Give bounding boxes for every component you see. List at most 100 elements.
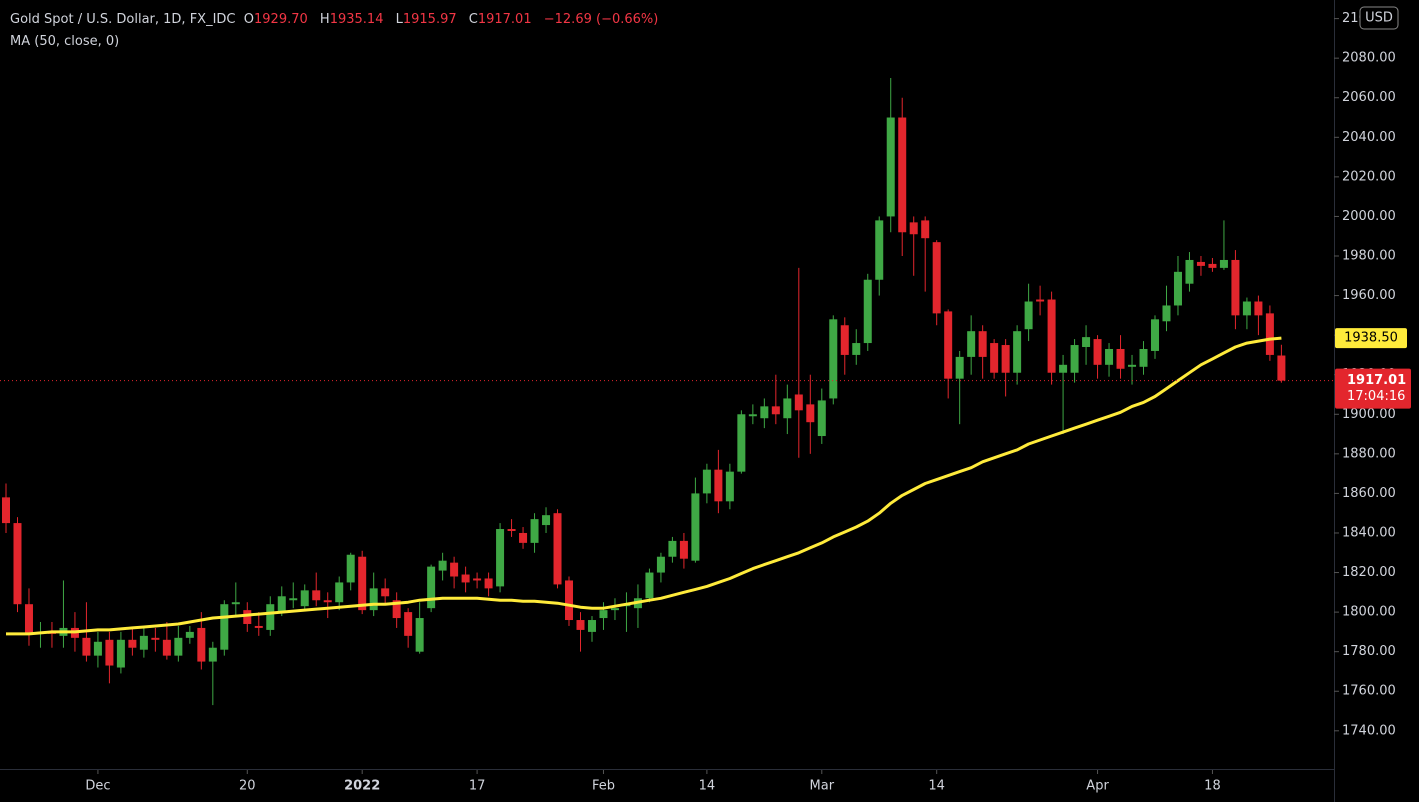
candle-body — [553, 513, 562, 585]
candle-body — [335, 582, 344, 603]
candle-body — [737, 414, 746, 472]
candle-body — [1036, 299, 1045, 302]
countdown: 17:04:16 — [1347, 389, 1405, 404]
candle-body — [852, 343, 861, 355]
low-value: 1915.97 — [402, 12, 457, 27]
candle-body — [208, 647, 217, 662]
candle-body — [691, 493, 700, 561]
low-label: L — [395, 12, 403, 27]
indicator-name: MA (50, close, 0) — [10, 34, 120, 49]
candle-body — [496, 529, 505, 587]
y-tick-label: 2080.00 — [1342, 51, 1396, 66]
candle-body — [392, 600, 401, 619]
candle-body — [128, 639, 137, 648]
candle-body — [967, 331, 976, 357]
candle-body — [473, 578, 482, 581]
candle-body — [725, 471, 734, 502]
candle-body — [151, 637, 160, 640]
candle-body — [369, 588, 378, 611]
y-tick-label: 1760.00 — [1342, 684, 1396, 699]
currency: USD — [1365, 11, 1393, 26]
moving-average — [6, 336, 1282, 636]
candle-body — [1242, 301, 1251, 316]
candle-body — [346, 554, 355, 583]
candle-body — [461, 574, 470, 583]
candle-body — [863, 279, 872, 344]
candle-body — [587, 620, 596, 632]
legend: Gold Spot / U.S. Dollar, 1D, FX_IDC O192… — [10, 9, 666, 53]
candle-body — [794, 394, 803, 411]
candle-body — [599, 610, 608, 619]
candle-body — [565, 580, 574, 621]
candle-body — [116, 639, 125, 668]
candle-body — [1231, 259, 1240, 316]
y-tick-label: 1880.00 — [1342, 446, 1396, 461]
candle-body — [702, 469, 711, 494]
candle-body — [1254, 301, 1263, 316]
candle-body — [748, 414, 757, 417]
candle-body — [1013, 331, 1022, 373]
candle-body — [610, 608, 619, 611]
candle-body — [1070, 345, 1079, 373]
candle-body — [909, 222, 918, 235]
candle-body — [1001, 345, 1010, 373]
candle-body — [519, 532, 528, 543]
x-tick-label: 14 — [928, 779, 945, 794]
candle-body — [139, 635, 148, 650]
candle-body — [955, 356, 964, 379]
candle-body — [530, 519, 539, 543]
candle-body — [450, 562, 459, 577]
candle-body — [921, 220, 930, 239]
ma-price-label: 1938.50 — [1344, 331, 1398, 346]
candle-body — [829, 319, 838, 399]
candle-body — [1128, 364, 1137, 367]
high-value: 1935.14 — [329, 12, 384, 27]
candle-body — [1185, 259, 1194, 284]
high-label: H — [319, 12, 330, 27]
x-tick-label: Apr — [1086, 779, 1109, 794]
candle-body — [679, 540, 688, 559]
candle-body — [1151, 319, 1159, 351]
y-tick-label: 1820.00 — [1342, 565, 1396, 580]
legend-row: Gold Spot / U.S. Dollar, 1D, FX_IDC O192… — [10, 9, 666, 31]
y-tick-label: 1780.00 — [1342, 644, 1396, 659]
x-tick-label: 2022 — [344, 779, 380, 794]
candle-body — [944, 311, 953, 379]
candle-body — [82, 637, 91, 656]
candle-body — [576, 620, 585, 630]
candle-body — [93, 641, 102, 656]
close-label: C — [468, 12, 478, 27]
ma-price-box — [1335, 328, 1407, 349]
last-price-label: 1917.01 — [1347, 373, 1406, 388]
candle-body — [1208, 263, 1217, 268]
candle-body — [415, 618, 424, 652]
candle-body — [875, 220, 884, 280]
candle-body — [277, 596, 286, 613]
candle-body — [817, 400, 826, 437]
candle-body — [1196, 261, 1205, 266]
candle-body — [1219, 259, 1228, 268]
candle-body — [1093, 339, 1102, 365]
y-tick-label: 1800.00 — [1342, 605, 1396, 620]
candle-body — [174, 637, 183, 656]
candle-body — [381, 588, 390, 597]
candle-body — [427, 566, 436, 609]
candle-body — [243, 610, 252, 624]
open-value: 1929.70 — [254, 12, 308, 27]
candle-body — [1139, 348, 1148, 367]
y-tick-label: 1960.00 — [1342, 288, 1396, 303]
candle-body — [266, 604, 275, 630]
candle-body — [1173, 271, 1182, 306]
candle-body — [105, 639, 114, 666]
candle-body — [1116, 348, 1125, 369]
candle-body — [507, 529, 516, 531]
candle-body — [1047, 299, 1056, 373]
candle-body — [806, 404, 815, 423]
x-tick-label: 17 — [469, 779, 486, 794]
candle-body — [162, 639, 171, 656]
symbol: Gold Spot / U.S. Dollar, 1D, FX_IDC — [10, 12, 236, 27]
candle-body — [668, 540, 677, 557]
